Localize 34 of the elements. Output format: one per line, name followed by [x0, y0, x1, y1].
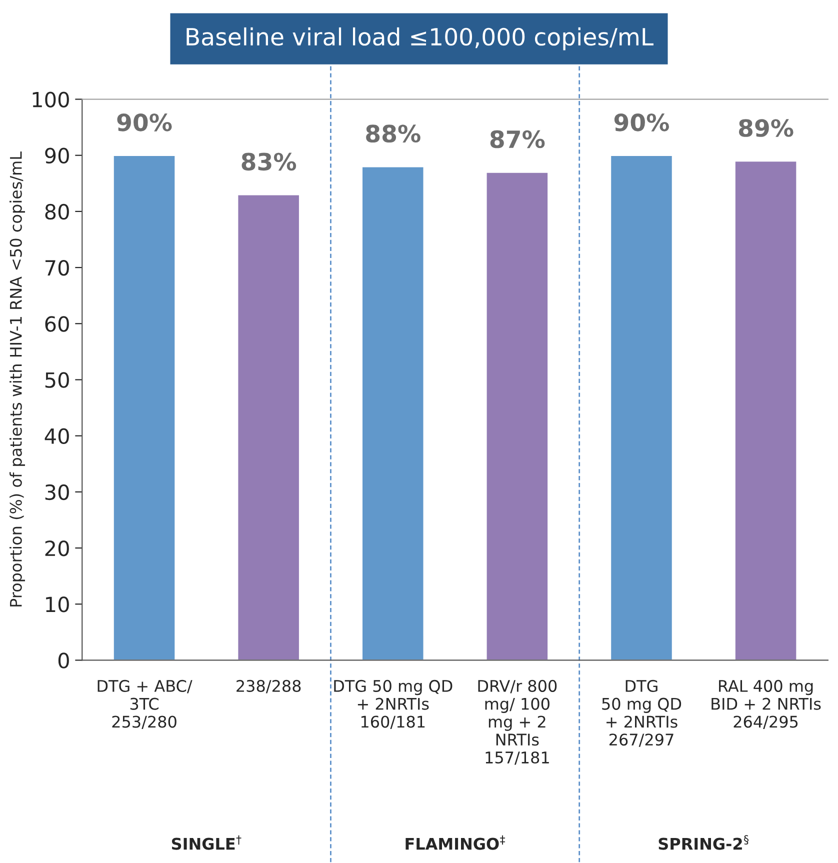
text: FLAMINGO$^{‡}$: [406, 835, 506, 850]
data-label: 90%: [614, 113, 669, 132]
y-tick-label: 80: [45, 204, 69, 220]
y-tick-label: 50: [45, 372, 69, 388]
data-label: 89%: [738, 119, 794, 137]
y-tick-label: 90: [45, 148, 69, 164]
x-tick-label: RAL 400 mg BID + 2 NRTIs 264/295: [712, 680, 821, 730]
y-tick-label: 20: [45, 540, 69, 556]
y-axis-title: Proportion (%) of patients with HIV-1 RNA <50 copies/mL: [10, 152, 25, 606]
text: SINGLE$^{†}$: [172, 835, 242, 850]
bar: [112, 154, 176, 660]
x-tick-label: DTG 50 mg QD + 2NRTIs 160/181: [334, 680, 452, 730]
bar: [485, 171, 549, 660]
y-tick-label: 40: [44, 428, 69, 444]
data-label: 88%: [366, 124, 420, 143]
x-tick-label: DRV/r 800 mg/ 100 mg + 2 NRTIs 157/181: [478, 680, 557, 765]
y-tick-label: 30: [45, 484, 69, 500]
data-label: 83%: [242, 152, 296, 171]
bar: [236, 194, 300, 660]
y-tick-label: 0: [58, 652, 69, 668]
y-tick-label: 10: [46, 596, 69, 612]
data-label: 90%: [117, 113, 172, 132]
y-tick-label: 60: [45, 316, 69, 332]
text: SPRING-2$^{§}$: [658, 835, 749, 850]
bar: [610, 154, 674, 660]
x-tick-label: DTG + ABC/ 3TC 253/280: [98, 680, 192, 730]
bar: [361, 166, 425, 660]
x-tick-label: 238/288: [236, 680, 301, 694]
y-tick-label: 100: [32, 92, 69, 108]
chart-title: Baseline viral load ≤100,000 copies/mL: [186, 27, 654, 50]
data-label: 87%: [490, 130, 545, 148]
x-tick-label: DTG 50 mg QD + 2NRTIs 267/297: [602, 680, 682, 747]
bar: [734, 160, 798, 660]
y-tick-label: 70: [46, 260, 69, 276]
